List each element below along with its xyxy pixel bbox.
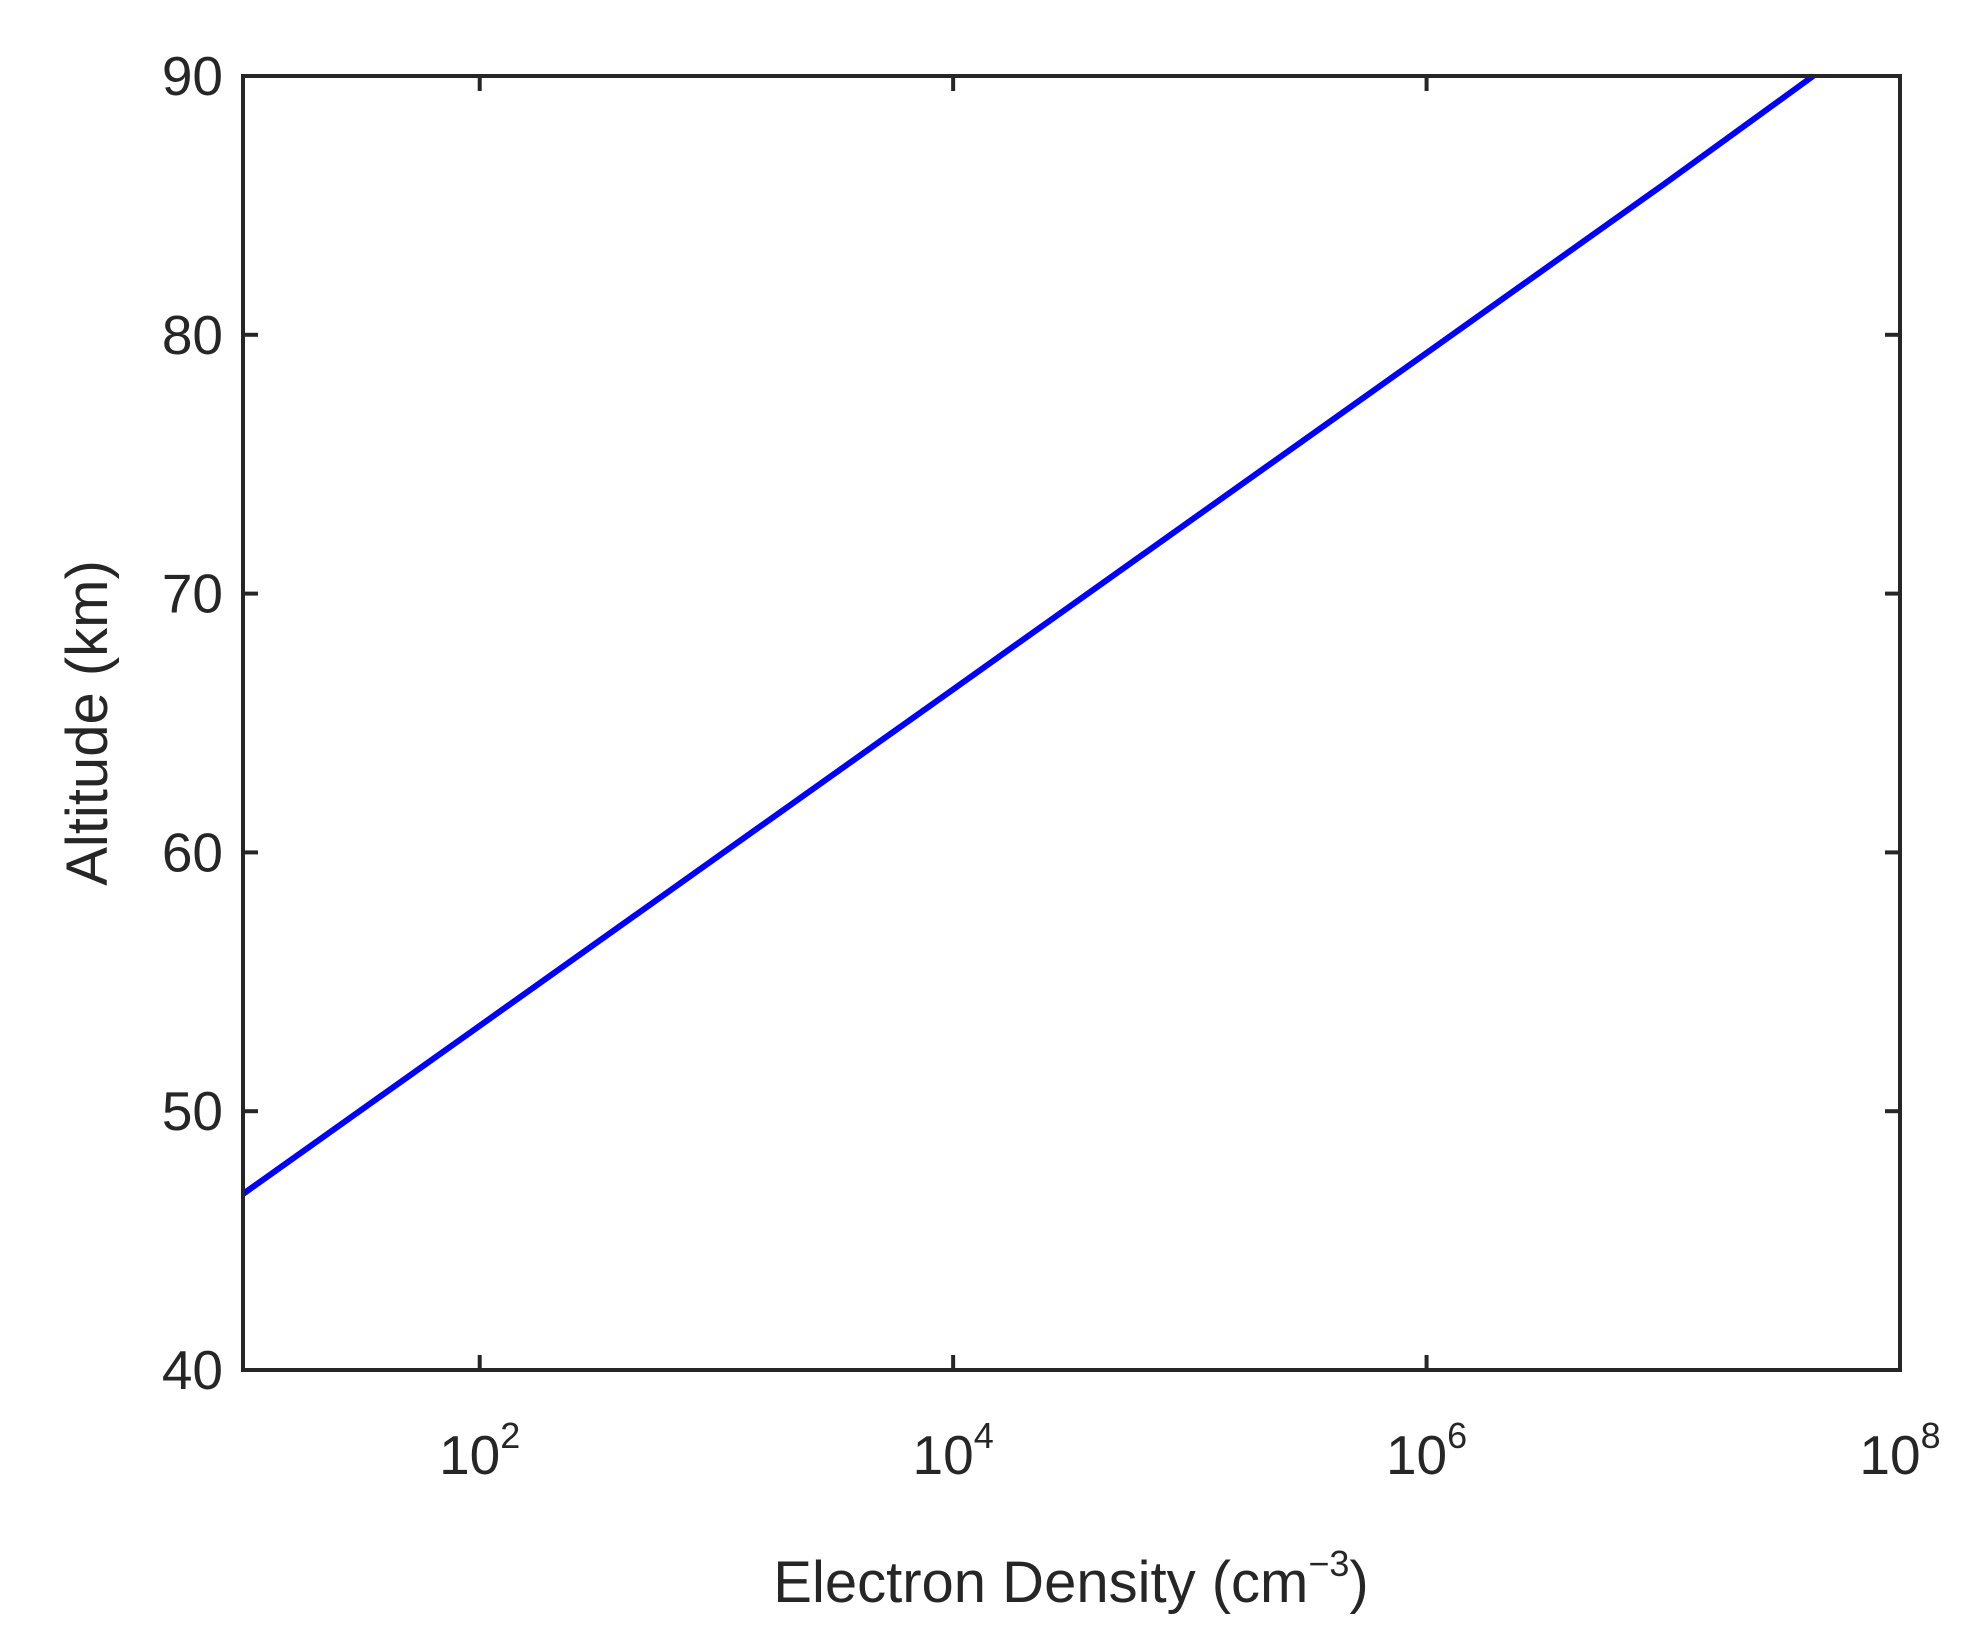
x-tick-label: 108 <box>1859 1415 1940 1486</box>
series-line-0 <box>241 73 1815 1197</box>
y-tick-label: 50 <box>162 1080 223 1142</box>
ticks-layer <box>243 74 1902 1372</box>
x-axis-label: Electron Density (cm−3) <box>773 1543 1368 1615</box>
y-tick-label: 60 <box>162 821 223 883</box>
x-tick-label: 104 <box>913 1415 994 1486</box>
plot-area <box>243 76 1900 1370</box>
y-tick-label: 90 <box>162 45 223 107</box>
x-tick-label: 102 <box>439 1415 520 1486</box>
series-layer <box>241 73 1815 1197</box>
y-tick-label: 40 <box>162 1339 223 1401</box>
axes-box <box>241 74 1902 1372</box>
y-tick-label: 80 <box>162 304 223 366</box>
y-axis-label: Altitude (km) <box>55 560 120 886</box>
y-tick-label: 70 <box>162 563 223 625</box>
labels-layer: 40 50 60 70 80 90 102 104 106 108 <box>162 45 1941 1486</box>
x-tick-label: 106 <box>1386 1415 1467 1486</box>
